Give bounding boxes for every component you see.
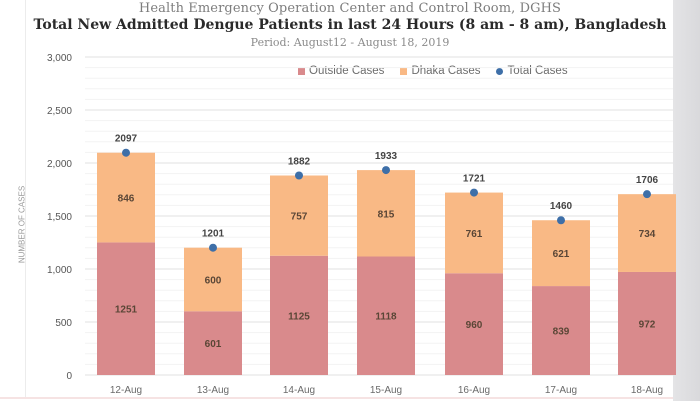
data-label-dhaka: 621: [553, 249, 570, 260]
data-label-outside: 601: [205, 339, 222, 350]
legend-swatch-dhaka: [400, 67, 408, 75]
data-label-total: 1933: [375, 151, 398, 162]
bar-dhaka-cases: [532, 220, 590, 287]
total-cases-point: [295, 171, 303, 180]
bar-dhaka-cases: [270, 175, 328, 256]
y-tick-label: 0: [66, 371, 72, 382]
x-tick-label: 16-Aug: [458, 385, 490, 396]
data-label-total: 1721: [463, 174, 486, 185]
bar-dhaka-cases: [445, 192, 503, 274]
data-label-outside: 960: [466, 320, 483, 331]
chart-title: Total New Admitted Dengue Patients in la…: [33, 17, 667, 33]
y-tick-label: 1,500: [47, 212, 72, 223]
y-tick-label: 3,000: [47, 53, 72, 64]
y-tick-label: 500: [55, 318, 72, 329]
y-tick-label: 2,000: [47, 159, 72, 170]
total-cases-point: [470, 188, 478, 197]
bar-dhaka-cases: [618, 194, 676, 272]
right-side-panel: [673, 0, 700, 401]
data-label-total: 1460: [550, 201, 573, 212]
y-tick-label: 2,500: [47, 106, 72, 117]
bar-outside-cases: [618, 271, 676, 375]
total-cases-point: [209, 243, 217, 252]
bar-outside-cases: [532, 286, 590, 375]
total-cases-point: [643, 190, 651, 199]
data-label-total: 1882: [288, 157, 311, 168]
data-label-total: 2097: [115, 134, 138, 145]
data-label-outside: 1251: [115, 305, 138, 316]
frame-bottom-border: [0, 397, 700, 399]
data-label-dhaka: 846: [118, 194, 135, 205]
legend-swatch-outside: [298, 67, 305, 75]
data-label-dhaka: 600: [205, 275, 222, 286]
data-label-total: 1706: [636, 175, 659, 186]
data-label-dhaka: 734: [639, 229, 656, 240]
bar-outside-cases: [97, 242, 155, 375]
total-cases-point: [382, 166, 390, 175]
legend-swatch-total: [496, 67, 504, 75]
x-tick-label: 12-Aug: [110, 385, 142, 396]
bar-outside-cases: [445, 273, 503, 375]
x-tick-label: 17-Aug: [545, 385, 577, 396]
bar-dhaka-cases: [97, 152, 155, 243]
bar-outside-cases: [270, 255, 328, 375]
x-tick-label: 18-Aug: [631, 385, 663, 396]
bar-outside-cases: [357, 256, 415, 375]
data-label-total: 1201: [202, 229, 225, 240]
data-label-dhaka: 815: [378, 209, 395, 220]
data-label-outside: 972: [639, 319, 656, 330]
data-label-dhaka: 761: [466, 229, 483, 240]
data-label-outside: 1118: [375, 312, 397, 323]
y-tick-label: 1,000: [47, 265, 72, 276]
bar-outside-cases: [184, 311, 242, 375]
total-cases-point: [557, 216, 565, 225]
data-label-outside: 839: [553, 327, 570, 338]
data-label-outside: 1125: [288, 311, 310, 322]
x-tick-label: 14-Aug: [283, 385, 315, 396]
chart-period: Period: August12 - August 18, 2019: [250, 36, 450, 49]
x-tick-label: 15-Aug: [370, 385, 402, 396]
frame-left-border: [25, 0, 26, 398]
bar-dhaka-cases: [184, 247, 242, 312]
data-label-dhaka: 757: [291, 212, 308, 223]
chart-organization: Health Emergency Operation Center and Co…: [138, 1, 562, 16]
bar-dhaka-cases: [357, 170, 415, 257]
total-cases-point: [122, 148, 130, 157]
x-tick-label: 13-Aug: [197, 385, 229, 396]
